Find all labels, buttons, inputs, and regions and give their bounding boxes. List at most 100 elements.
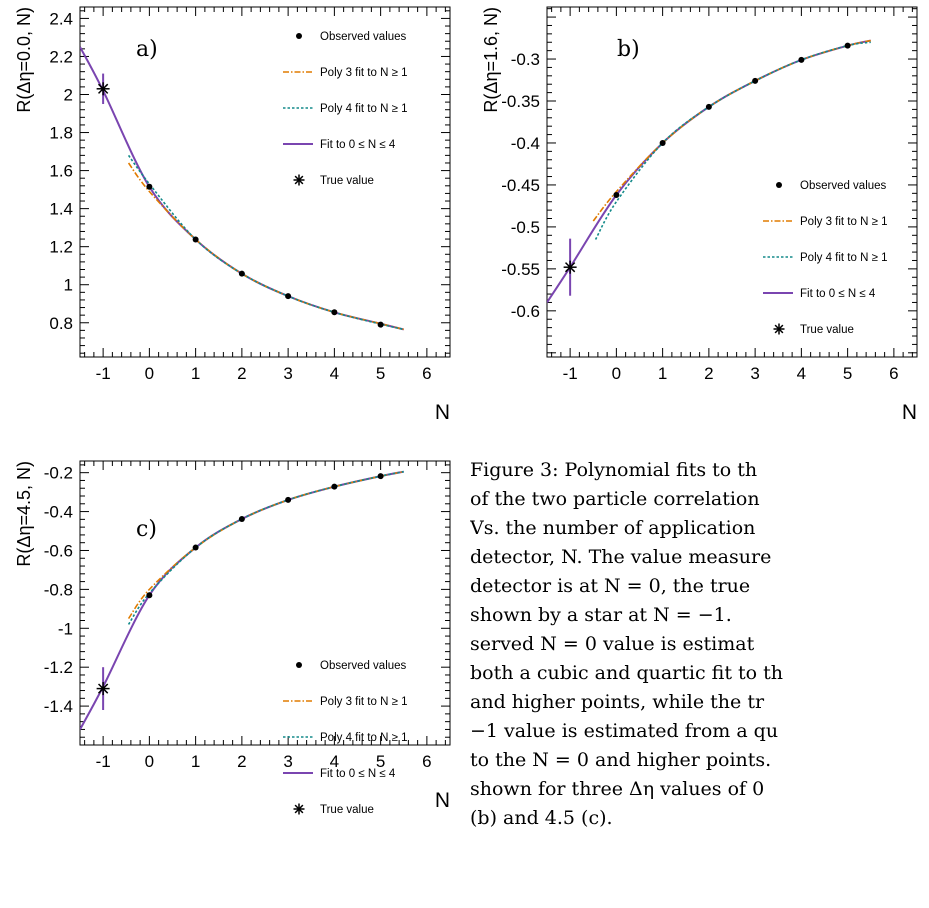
legend-label: Poly 3 fit to N ≥ 1	[800, 216, 888, 228]
y-tick-label: -0.5	[511, 218, 540, 237]
observed-point	[752, 77, 759, 84]
x-tick-label: 3	[283, 752, 292, 771]
fit-0-to-4-line	[80, 46, 404, 331]
x-tick-label: 4	[330, 752, 339, 771]
caption-line: shown by a star at N = −1.	[470, 604, 732, 626]
chart-panel-b: -1 0 1 2 3 4 5 6 -0.6 -0.55 -0.5 -0.45 -0.4 -0.35 -0.3…	[481, 6, 918, 424]
caption-line: and higher points, while the tr	[470, 691, 765, 713]
y-tick-label: -0.45	[501, 176, 540, 195]
legend-label: Poly 3 fit to N ≥ 1	[320, 67, 408, 79]
caption-line: Vs. the number of application	[470, 517, 756, 539]
x-tick-label: 2	[237, 364, 246, 383]
x-tick-label: 4	[330, 364, 339, 383]
observed-point	[705, 103, 712, 110]
poly3-fit-line	[592, 39, 871, 222]
y-tick-label: -0.4	[511, 134, 540, 153]
y-tick-label: -0.55	[501, 260, 540, 279]
caption-line: (b) and 4.5 (c).	[470, 807, 613, 829]
legend-label: Observed values	[320, 660, 407, 672]
caption-line: detector, N. The value measure	[470, 546, 772, 568]
observed-point	[285, 293, 292, 300]
plot-frame	[79, 6, 451, 358]
observed-point	[285, 496, 292, 503]
fit-0-to-4-line	[80, 470, 404, 730]
y-tick-label: -0.6	[44, 541, 73, 560]
x-tick-label: 6	[889, 364, 898, 383]
y-tick-label: 1.2	[49, 238, 73, 257]
true-value-star-stroke	[774, 324, 784, 334]
caption-line: shown for three Δη values of 0	[470, 778, 765, 800]
observed-point	[146, 183, 153, 190]
x-tick-label: 1	[658, 364, 667, 383]
legend-label: True value	[320, 804, 374, 816]
x-tick-label: -1	[96, 364, 111, 383]
legend-true-value-symbol	[293, 174, 305, 186]
plot-area	[80, 470, 404, 730]
x-tick-label: 0	[145, 364, 154, 383]
y-tick-label: -0.35	[501, 92, 540, 111]
x-tick-label: -1	[563, 364, 578, 383]
true-value-star-stroke	[97, 683, 109, 694]
plot-area	[80, 46, 404, 331]
x-tick-label: 0	[145, 752, 154, 771]
x-tick-label: 4	[797, 364, 806, 383]
caption-line: to the N = 0 and higher points.	[470, 749, 772, 771]
plot-frame	[79, 460, 451, 746]
caption-line: both a cubic and quartic fit to th	[470, 662, 783, 684]
legend: Observed values Poly 3 fit to N ≥ 1 Poly 4…	[763, 180, 888, 336]
y-tick-label: -0.6	[511, 302, 540, 321]
legend-label: True value	[800, 324, 854, 336]
true-value-marker	[96, 82, 110, 96]
y-tick-label: -0.8	[44, 580, 73, 599]
observed-point	[192, 236, 199, 243]
caption-line: served N = 0 value is estimat	[470, 633, 755, 655]
legend-observed-symbol	[776, 182, 782, 188]
legend-label: Poly 3 fit to N ≥ 1	[320, 696, 408, 708]
x-tick-label: 3	[283, 364, 292, 383]
y-tick-label: 2.4	[49, 9, 73, 28]
panel-label: b)	[617, 37, 640, 62]
x-tick-label: -1	[96, 752, 111, 771]
true-value-star-stroke	[97, 83, 109, 94]
legend-label: Observed values	[800, 180, 887, 192]
y-axis-title: R(Δη=4.5, N)	[14, 461, 34, 567]
y-tick-label: -0.3	[511, 50, 540, 69]
poly3-fit-line	[127, 162, 404, 331]
x-axis-title: N	[435, 401, 450, 424]
y-axis-title: R(Δη=0.0, N)	[14, 7, 34, 113]
legend-label: Poly 4 fit to N ≥ 1	[320, 732, 408, 744]
poly4-fit-line	[127, 470, 404, 625]
poly4-fit-line	[594, 41, 871, 240]
true-value-marker	[96, 682, 110, 696]
legend-label: Poly 4 fit to N ≥ 1	[320, 103, 408, 115]
caption-line: Figure 3: Polynomial fits to th	[470, 459, 758, 481]
y-tick-label: -0.2	[44, 464, 73, 483]
true-value-star-stroke	[294, 804, 304, 814]
poly4-fit-line	[127, 154, 404, 331]
true-value-marker	[563, 260, 577, 274]
observed-point	[613, 192, 620, 199]
poly3-fit-line	[127, 470, 404, 620]
true-value-star-stroke	[564, 262, 576, 273]
x-tick-label: 1	[191, 752, 200, 771]
x-tick-label: 2	[237, 752, 246, 771]
legend-label: Fit to 0 ≤ N ≤ 4	[320, 768, 396, 780]
observed-point	[377, 473, 384, 480]
x-tick-label: 3	[750, 364, 759, 383]
x-axis-title: N	[435, 789, 450, 812]
observed-point	[192, 544, 199, 551]
y-tick-label: -1.4	[44, 697, 73, 716]
x-tick-label: 5	[376, 752, 385, 771]
observed-point	[331, 309, 338, 316]
x-tick-label: 0	[612, 364, 621, 383]
observed-point	[659, 139, 666, 146]
legend-label: True value	[320, 175, 374, 187]
y-tick-label: 1.4	[49, 200, 73, 219]
x-tick-label: 1	[191, 364, 200, 383]
legend-label: Observed values	[320, 31, 407, 43]
chart-panel-c: -1 0 1 2 3 4 5 6 -1.4 -1.2 -1 -0.8 -0.6 -0.4 -0.2 N R(Δη…	[14, 460, 451, 816]
panel-label: c)	[136, 517, 157, 542]
observed-point	[331, 483, 338, 490]
y-tick-label: 1.8	[49, 124, 73, 143]
true-value-star-stroke	[294, 175, 304, 185]
